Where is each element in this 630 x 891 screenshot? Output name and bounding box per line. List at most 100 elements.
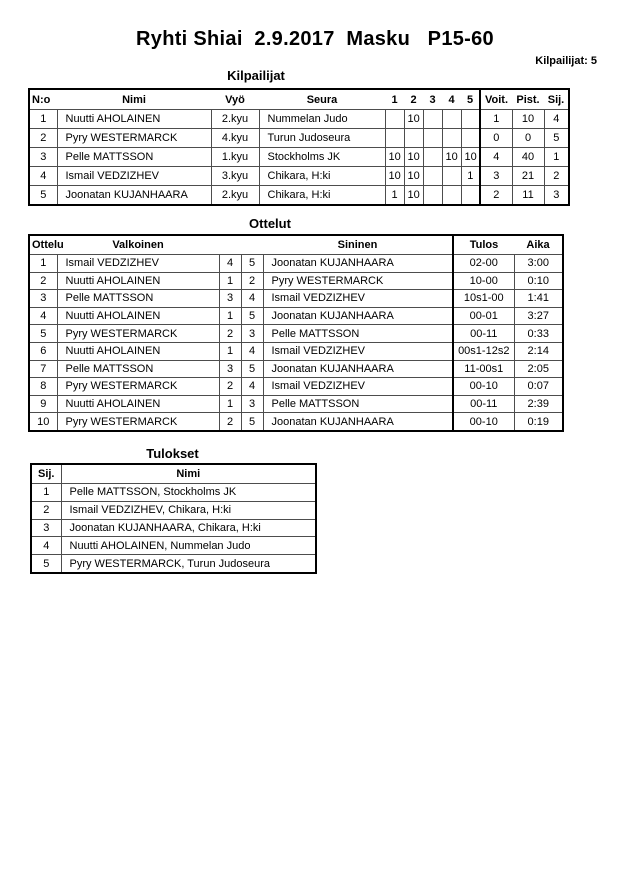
blue-competitor: Pelle MATTSSON [262,394,454,414]
match-time: 2:39 [513,394,564,414]
result-row: 3 Joonatan KUJANHAARA, Chikara, H:ki [30,518,317,538]
competitor-row: 2 Pyry WESTERMARCK 4.kyu Turun Judoseura… [28,128,570,148]
blue-competitor: Joonatan KUJANHAARA [262,359,454,379]
result-name: Nuutti AHOLAINEN, Nummelan Judo [60,536,317,556]
white-competitor: Pyry WESTERMARCK [56,324,220,343]
col-header-r5: 5 [461,89,480,110]
white-number: 1 [218,341,242,361]
competitor-points: 40 [511,147,545,167]
result-row: 5 Pyry WESTERMARCK, Turun Judoseura [30,554,317,574]
competitor-place: 4 [543,109,570,129]
match-row: 8 Pyry WESTERMARCK 2 4 Ismail VEDZIZHEV … [28,377,564,396]
blue-competitor: Joonatan KUJANHAARA [262,254,454,273]
kilpailijat-heading: Kilpailijat [227,68,285,83]
score-vs-5 [460,109,481,129]
white-number: 1 [218,306,242,326]
match-result: 00-10 [452,377,515,396]
col-header-club: Seura [259,89,385,110]
competitor-belt: 4.kyu [210,128,260,148]
kilpailijat-table: N:o Nimi Vyö Seura 1 2 3 4 5 Voit. Pist.… [28,88,570,206]
white-number: 3 [218,289,242,308]
score-vs-1: 10 [384,166,405,186]
competitor-name: Pelle MATTSSON [56,147,212,167]
competitor-club: Chikara, H:ki [258,166,386,186]
score-vs-2: 10 [403,185,424,206]
match-row: 9 Nuutti AHOLAINEN 1 3 Pelle MATTSSON 00… [28,394,564,414]
competitor-wins: 2 [479,185,513,206]
match-result: 10s1-00 [452,289,515,308]
competitor-points: 11 [511,185,545,206]
col-header-match: Ottelu [29,235,64,255]
col-header-name: Nimi [60,463,316,484]
result-row: 4 Nuutti AHOLAINEN, Nummelan Judo [30,536,317,556]
match-time: 0:07 [513,377,564,396]
score-vs-5 [460,185,481,206]
blue-number: 3 [240,394,264,414]
white-number: 1 [218,271,242,291]
score-vs-2: 10 [403,109,424,129]
competitor-number: 5 [28,185,58,206]
white-number: 2 [218,412,242,432]
result-row: 1 Pelle MATTSSON, Stockholms JK [30,482,317,502]
blue-competitor: Joonatan KUJANHAARA [262,306,454,326]
score-vs-3 [422,147,443,167]
match-time: 3:27 [513,306,564,326]
score-vs-2 [403,128,424,148]
blue-number: 5 [240,359,264,379]
col-header-blue-no [241,235,263,255]
competitor-wins: 1 [479,109,513,129]
match-number: 7 [28,359,58,379]
blue-number: 4 [240,377,264,396]
white-number: 4 [218,254,242,273]
score-vs-4 [441,128,462,148]
result-place: 5 [30,554,62,574]
white-competitor: Nuutti AHOLAINEN [56,271,220,291]
competitor-club: Stockholms JK [258,147,386,167]
competitor-number: 3 [28,147,58,167]
score-vs-3 [422,166,443,186]
match-time: 0:19 [513,412,564,432]
blue-competitor: Pyry WESTERMARCK [262,271,454,291]
white-competitor: Pelle MATTSSON [56,289,220,308]
col-header-time: Aika [514,235,563,255]
blue-number: 4 [240,289,264,308]
col-header-place: Sij. [31,463,61,484]
col-header-name: Nimi [57,89,211,110]
competitor-belt: 2.kyu [210,185,260,206]
competitor-number: 1 [28,109,58,129]
score-vs-2: 10 [403,147,424,167]
blue-competitor: Pelle MATTSSON [262,324,454,343]
col-header-belt: Vyö [211,89,259,110]
match-number: 6 [28,341,58,361]
white-number: 3 [218,359,242,379]
tulokset-table: Sij. Nimi 1 Pelle MATTSSON, Stockholms J… [30,462,317,574]
match-number: 5 [28,324,58,343]
blue-number: 5 [240,412,264,432]
match-time: 0:10 [513,271,564,291]
col-header-wins: Voit. [479,89,512,110]
competitor-points: 0 [511,128,545,148]
blue-competitor: Ismail VEDZIZHEV [262,377,454,396]
competitor-name: Joonatan KUJANHAARA [56,185,212,206]
match-time: 2:05 [513,359,564,379]
white-competitor: Pyry WESTERMARCK [56,377,220,396]
competitor-name: Pyry WESTERMARCK [56,128,212,148]
match-number: 8 [28,377,58,396]
white-competitor: Pyry WESTERMARCK [56,412,220,432]
result-place: 1 [30,482,62,502]
competitor-club: Nummelan Judo [258,109,386,129]
score-vs-5 [460,128,481,148]
col-header-r2: 2 [404,89,423,110]
result-name: Pelle MATTSSON, Stockholms JK [60,482,317,502]
match-row: 1 Ismail VEDZIZHEV 4 5 Joonatan KUJANHAA… [28,254,564,273]
col-header-r4: 4 [442,89,461,110]
score-vs-4 [441,185,462,206]
match-time: 2:14 [513,341,564,361]
result-name: Ismail VEDZIZHEV, Chikara, H:ki [60,500,317,520]
score-vs-3 [422,185,443,206]
competitor-name: Ismail VEDZIZHEV [56,166,212,186]
score-vs-4 [441,166,462,186]
score-vs-3 [422,128,443,148]
col-header-points: Pist. [512,89,544,110]
